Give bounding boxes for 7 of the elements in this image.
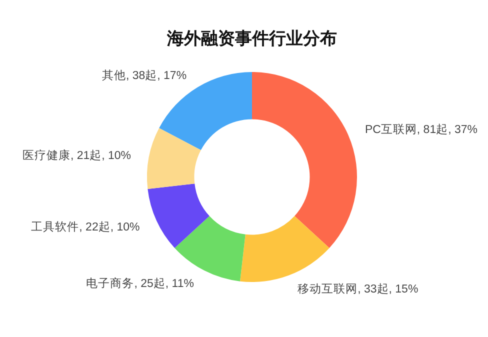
slice-label: 其他, 38起, 17% — [102, 69, 187, 82]
slice-label: 电子商务, 25起, 11% — [86, 276, 194, 290]
slice-label: 移动互联网, 33起, 15% — [298, 282, 418, 296]
chart-title: 海外融资事件行业分布 — [166, 29, 337, 48]
slice-label: PC互联网, 81起, 37% — [364, 123, 478, 136]
slice-label: 工具软件, 22起, 10% — [31, 220, 140, 234]
slice-label: 医疗健康, 21起, 10% — [22, 148, 132, 162]
